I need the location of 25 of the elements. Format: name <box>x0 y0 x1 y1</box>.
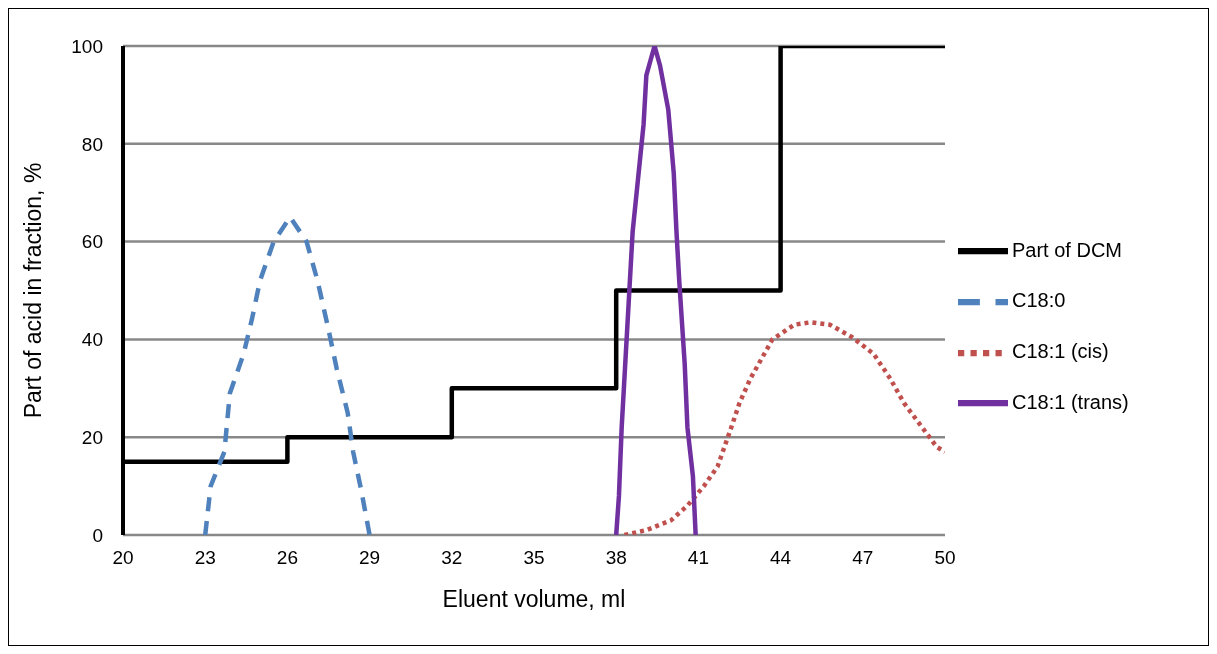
y-tick-label: 100 <box>71 35 103 57</box>
y-tick-label: 80 <box>81 133 103 155</box>
y-axis-title: Part of acid in fraction, % <box>20 162 47 419</box>
y-tick-label: 20 <box>81 426 103 448</box>
y-tick-label: 0 <box>92 524 103 546</box>
x-tick-label: 23 <box>194 547 216 569</box>
x-tick-label: 35 <box>523 547 545 569</box>
x-tick-label: 41 <box>687 547 709 569</box>
line-series <box>613 46 698 535</box>
legend-label: C18:0 <box>1012 289 1066 312</box>
legend-label: Part of DCM <box>1012 238 1123 261</box>
x-tick-label: 50 <box>934 547 956 569</box>
x-tick-label: 29 <box>359 547 381 569</box>
x-axis-title: Eluent volume, ml <box>442 586 626 612</box>
y-tick-label: 60 <box>81 231 103 253</box>
x-tick-label: 44 <box>770 547 792 569</box>
x-tick-label: 38 <box>605 547 627 569</box>
y-tick-label: 40 <box>81 329 103 351</box>
legend-label: C18:1 (trans) <box>1012 390 1129 413</box>
line-series <box>622 320 945 535</box>
legend-label: C18:1 (cis) <box>1012 340 1109 362</box>
x-tick-label: 26 <box>276 547 298 569</box>
x-tick-label: 20 <box>112 547 134 569</box>
x-tick-label: 32 <box>441 547 463 569</box>
x-tick-label: 47 <box>852 547 874 569</box>
